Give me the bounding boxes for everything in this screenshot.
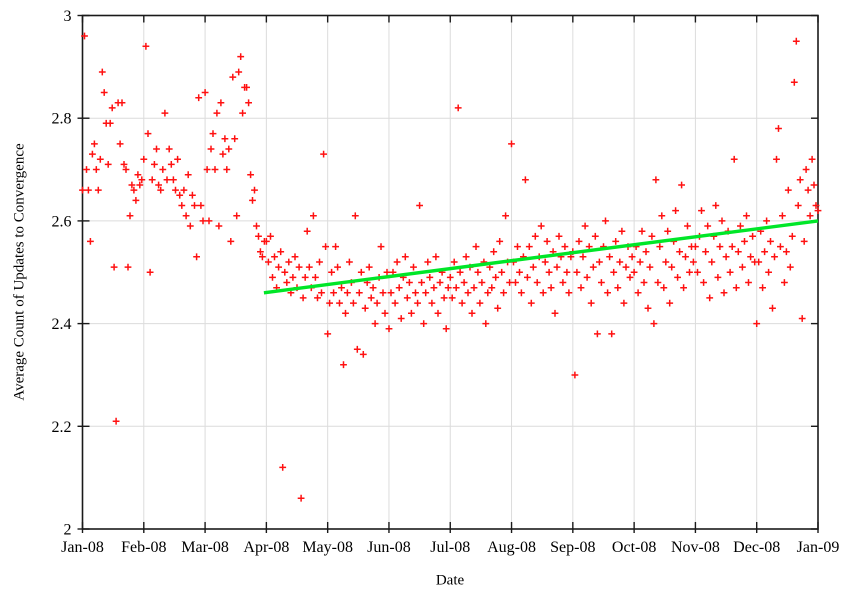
y-tick-label: 3 bbox=[64, 8, 72, 25]
x-tick-label: Mar-08 bbox=[181, 539, 229, 556]
trend-line bbox=[263, 219, 819, 295]
x-tick-label: Apr-08 bbox=[243, 539, 289, 556]
x-tick-label: Jan-08 bbox=[61, 539, 104, 556]
y-tick-label: 2.6 bbox=[52, 213, 72, 230]
x-tick-label: Oct-08 bbox=[612, 539, 656, 556]
plot-border bbox=[81, 14, 819, 530]
x-axis-title: Date bbox=[435, 572, 465, 589]
x-tick-label: Jun-08 bbox=[367, 539, 411, 556]
y-tick-label: 2.4 bbox=[52, 316, 72, 333]
y-tick-label: 2.8 bbox=[52, 111, 72, 128]
x-tick-label: May-08 bbox=[302, 539, 353, 556]
x-tick-label: Dec-08 bbox=[733, 539, 780, 556]
x-tick-label: Jan-09 bbox=[797, 539, 840, 556]
x-tick-label: Sep-08 bbox=[550, 539, 595, 556]
x-tick-label: Feb-08 bbox=[121, 539, 166, 556]
y-tick-label: 2.2 bbox=[52, 419, 72, 436]
x-tick-label: Aug-08 bbox=[487, 539, 536, 556]
x-tick-label: Jul-08 bbox=[430, 539, 470, 556]
x-tick-label: Nov-08 bbox=[671, 539, 720, 556]
y-axis-title: Average Count of Updates to Convergence bbox=[11, 143, 28, 401]
y-tick-label: 2 bbox=[64, 522, 72, 539]
